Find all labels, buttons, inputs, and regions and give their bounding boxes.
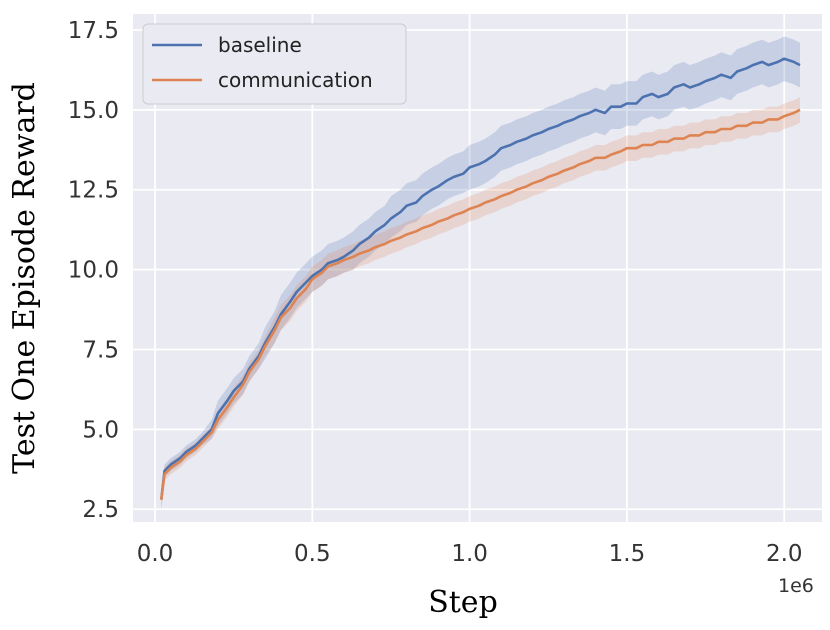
x-tick-label: 0.5 bbox=[294, 541, 331, 567]
tick-labels: 0.0 0.5 1.0 1.5 2.0 2.5 5.0 7.5 10.0 12.5 15.0 17.5 bbox=[68, 18, 803, 567]
x-axis-title: Step bbox=[428, 585, 498, 620]
legend-label-communication: communication bbox=[218, 68, 373, 92]
x-axis-offset-label: 1e6 bbox=[778, 575, 814, 597]
line-communication bbox=[160, 108, 801, 500]
grid-lines bbox=[133, 14, 822, 522]
y-tick-label: 2.5 bbox=[82, 497, 119, 523]
x-tick-label: 2.0 bbox=[766, 541, 803, 567]
legend-box bbox=[142, 23, 407, 105]
series-lines bbox=[160, 57, 801, 500]
y-tick-label: 17.5 bbox=[68, 18, 119, 44]
legend-label-baseline: baseline bbox=[218, 33, 302, 57]
x-tick-label: 0.0 bbox=[137, 541, 174, 567]
x-tick-label: 1.0 bbox=[451, 541, 488, 567]
y-axis-title: Test One Episode Reward bbox=[7, 82, 42, 474]
x-tick-label: 1.5 bbox=[609, 541, 646, 567]
line-baseline bbox=[160, 57, 801, 500]
y-tick-label: 5.0 bbox=[82, 417, 119, 443]
legend: baseline communication bbox=[142, 23, 407, 105]
y-tick-label: 15.0 bbox=[68, 98, 119, 124]
band-baseline bbox=[161, 36, 801, 510]
y-tick-label: 12.5 bbox=[68, 178, 119, 204]
y-tick-label: 10.0 bbox=[68, 258, 119, 284]
y-tick-label: 7.5 bbox=[82, 337, 119, 363]
